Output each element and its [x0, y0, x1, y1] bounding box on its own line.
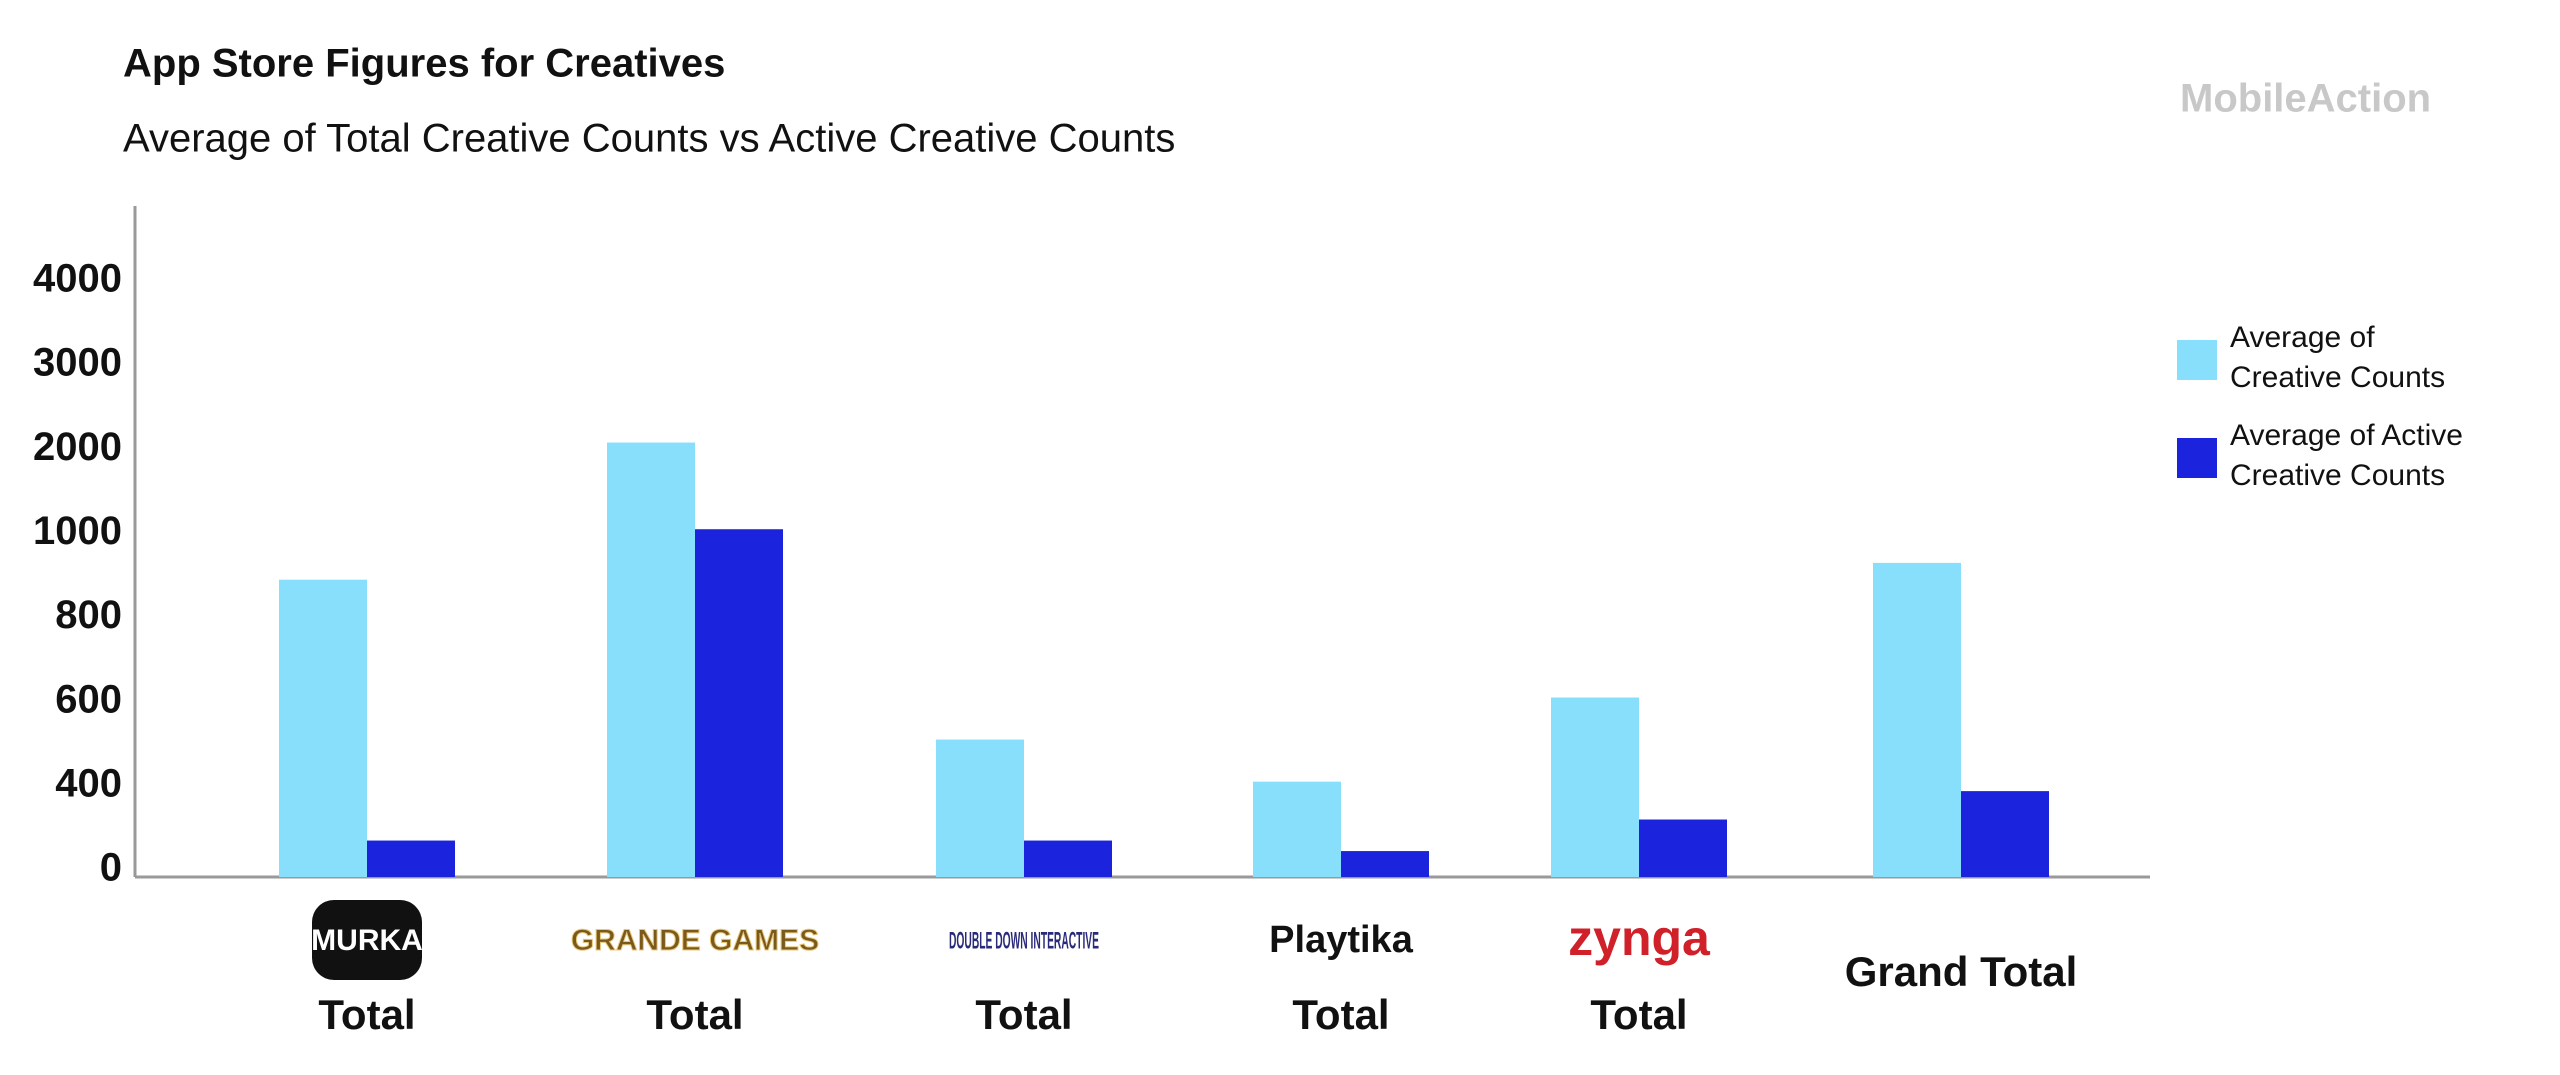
logo: Playtika — [1269, 919, 1414, 961]
bar — [695, 529, 783, 877]
legend-swatch — [2177, 340, 2217, 380]
bar — [1551, 697, 1639, 877]
y-tick-label: 4000 — [33, 257, 122, 301]
bar — [1024, 840, 1112, 877]
bar — [367, 840, 455, 877]
chart-title: App Store Figures for Creatives — [123, 42, 725, 86]
bar — [1253, 781, 1341, 877]
watermark: MobileAction — [2180, 77, 2431, 121]
chart-subtitle: Average of Total Creative Counts vs Acti… — [123, 117, 1175, 161]
logo: zynga — [1568, 910, 1711, 966]
logo: GRANDE GAMES — [571, 924, 819, 957]
logo: DOUBLE DOWN INTERACTIVE — [949, 927, 1099, 954]
bar — [1873, 562, 1961, 877]
y-tick-label: 400 — [55, 761, 122, 805]
y-tick-label: 1000 — [33, 509, 122, 553]
logo: MURKA — [311, 924, 423, 957]
bar — [1639, 819, 1727, 877]
x-tick-label: Total — [975, 991, 1072, 1038]
bar — [1961, 791, 2049, 877]
legend-label: Average of Creative Counts — [2230, 321, 2446, 394]
x-tick-label: Total — [646, 991, 743, 1038]
x-tick-label: Total — [318, 991, 415, 1038]
bar — [279, 579, 367, 877]
x-tick-label: Total — [1590, 991, 1687, 1038]
y-tick-label: 800 — [55, 593, 122, 637]
logo-box — [312, 900, 422, 980]
x-tick-label: Grand Total — [1845, 948, 2078, 995]
bar — [936, 739, 1024, 877]
x-tick-label: Total — [1292, 991, 1389, 1038]
y-tick-label: 600 — [55, 677, 122, 721]
y-tick-label: 2000 — [33, 425, 122, 469]
legend-swatch — [2177, 438, 2217, 478]
y-tick-label: 3000 — [33, 341, 122, 385]
legend-label: Average of Active Creative Counts — [2230, 419, 2463, 492]
bar — [607, 442, 695, 877]
bar — [1341, 851, 1429, 877]
y-tick-label: 0 — [100, 846, 122, 890]
